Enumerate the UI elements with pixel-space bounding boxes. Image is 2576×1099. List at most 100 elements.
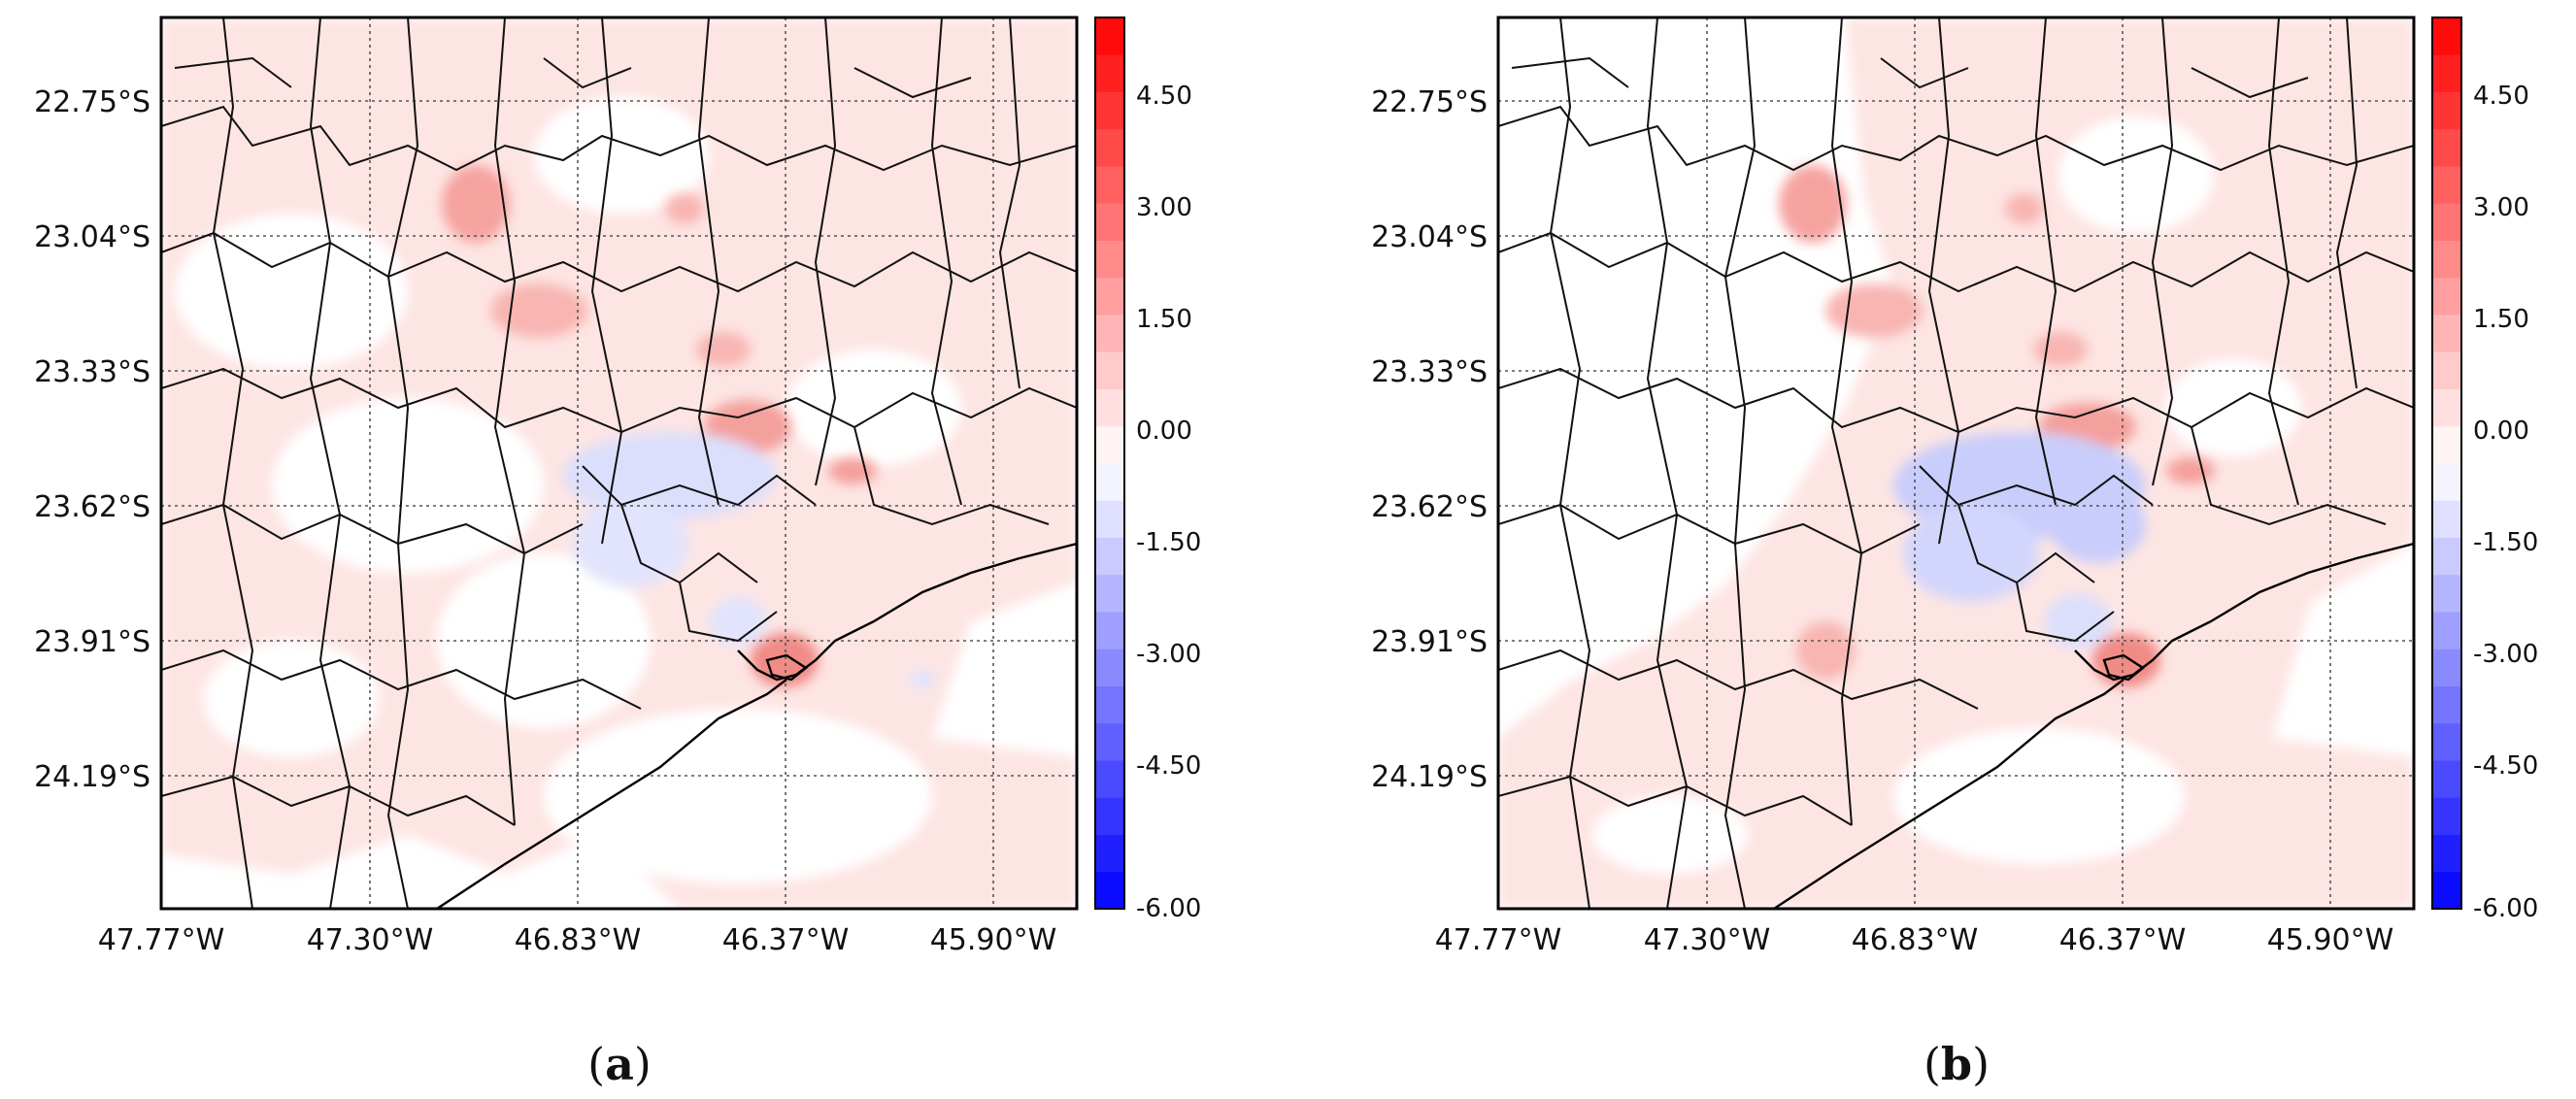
y-axis-ticks: 22.75°S 23.04°S 23.33°S 23.62°S 23.91°S …	[1371, 85, 1488, 794]
colorbar-tick-labels: 4.50 3.00 1.50 0.00 -1.50 -3.00 -4.50 -6…	[1136, 82, 1201, 923]
colorbar-tick-labels: 4.50 3.00 1.50 0.00 -1.50 -3.00 -4.50 -6…	[2473, 82, 2538, 923]
colorbar-b: 4.50 3.00 1.50 0.00 -1.50 -3.00 -4.50 -6…	[2431, 17, 2538, 923]
x-tick-label: 47.77°W	[1435, 923, 1562, 957]
colorbar-band	[2432, 388, 2461, 427]
colorbar-tick-label: -1.50	[2473, 528, 2538, 557]
colorbar-band	[2432, 574, 2461, 613]
colorbar-band	[2432, 760, 2461, 798]
y-tick-label: 23.62°S	[1371, 490, 1488, 524]
colorbar-tick-label: 3.00	[2473, 193, 2529, 222]
x-tick-label: 47.30°W	[1644, 923, 1771, 957]
colorbar-band	[2432, 17, 2461, 55]
y-tick-label: 23.91°S	[1371, 625, 1488, 659]
colorbar-band	[2432, 537, 2461, 576]
colorbar-band	[1095, 871, 1124, 910]
colorbar-band	[2432, 203, 2461, 241]
colorbar-band	[2432, 834, 2461, 873]
colorbar-tick-label: 0.00	[2473, 416, 2529, 446]
colorbar-band	[1095, 277, 1124, 316]
panel-label-a: (a)	[587, 1038, 652, 1090]
colorbar-band	[2432, 649, 2461, 686]
colorbar-band	[2432, 797, 2461, 835]
colorbar-tick-label: 4.50	[1136, 82, 1192, 111]
colorbar-band	[2432, 277, 2461, 316]
colorbar-band	[1095, 425, 1124, 464]
colorbar-band	[1095, 649, 1124, 686]
y-tick-label: 23.33°S	[1371, 355, 1488, 389]
colorbar-tick-label: -3.00	[1136, 640, 1201, 669]
colorbar-band	[1095, 240, 1124, 279]
coastline	[1773, 542, 2414, 909]
colorbar-band	[1095, 722, 1124, 761]
graticule	[1498, 17, 2414, 909]
colorbar-band	[2432, 351, 2461, 389]
colorbar-band	[2432, 612, 2461, 649]
colorbar-band	[2432, 425, 2461, 464]
colorbar-band	[2432, 128, 2461, 167]
municipal-boundaries	[161, 17, 1077, 909]
x-tick-label: 46.37°W	[2059, 923, 2187, 957]
colorbar-band	[1095, 166, 1124, 204]
x-axis-ticks: 47.77°W 47.30°W 46.83°W 46.37°W 45.90°W	[98, 923, 1057, 957]
x-tick-label: 46.83°W	[515, 923, 642, 957]
colorbar-tick-label: 0.00	[1136, 416, 1192, 446]
colorbar-band	[1095, 574, 1124, 613]
colorbar-band	[1095, 203, 1124, 241]
colorbar-band	[1095, 500, 1124, 538]
colorbar-band	[2432, 166, 2461, 204]
colorbar-band	[2432, 722, 2461, 761]
colorbar-band	[1095, 17, 1124, 55]
y-tick-label: 22.75°S	[1371, 85, 1488, 119]
colorbar-band	[1095, 463, 1124, 501]
y-tick-label: 23.62°S	[34, 490, 151, 524]
colorbar-band	[1095, 388, 1124, 427]
colorbar-tick-label: 4.50	[2473, 82, 2529, 111]
x-tick-label: 45.90°W	[930, 923, 1057, 957]
panel-label-b: (b)	[1924, 1038, 1990, 1090]
colorbar-band	[1095, 834, 1124, 873]
colorbar-tick-label: -4.50	[1136, 751, 1201, 781]
colorbar-band	[1095, 128, 1124, 167]
x-tick-label: 46.37°W	[722, 923, 850, 957]
coastline	[436, 542, 1077, 909]
y-tick-label: 23.04°S	[34, 220, 151, 254]
colorbar-tick-label: -1.50	[1136, 528, 1201, 557]
colorbar-band	[2432, 463, 2461, 501]
x-tick-label: 45.90°W	[2267, 923, 2394, 957]
colorbar-band	[1095, 612, 1124, 649]
y-axis-ticks: 22.75°S 23.04°S 23.33°S 23.62°S 23.91°S …	[34, 85, 151, 794]
colorbar-band	[1095, 797, 1124, 835]
colorbar-band	[1095, 760, 1124, 798]
map-panel-a: 22.75°S 23.04°S 23.33°S 23.62°S 23.91°S …	[34, 16, 1079, 957]
colorbar-band	[2432, 871, 2461, 910]
colorbar-band	[1095, 91, 1124, 130]
anomaly-field	[161, 17, 1077, 909]
y-tick-label: 22.75°S	[34, 85, 151, 119]
x-tick-label: 47.30°W	[307, 923, 434, 957]
colorbar-band	[2432, 54, 2461, 92]
y-tick-label: 24.19°S	[1371, 760, 1488, 794]
municipal-boundaries	[1498, 17, 2414, 909]
colorbar-band	[2432, 91, 2461, 130]
colorbar-tick-label: -3.00	[2473, 640, 2538, 669]
colorbar-tick-label: 1.50	[1136, 305, 1192, 334]
colorbar-band	[1095, 351, 1124, 389]
colorbar-a: 4.50 3.00 1.50 0.00 -1.50 -3.00 -4.50 -6…	[1094, 17, 1201, 923]
map-panel-b: 22.75°S 23.04°S 23.33°S 23.62°S 23.91°S …	[1371, 16, 2416, 957]
colorbar-tick-label: 3.00	[1136, 193, 1192, 222]
colorbar-band	[2432, 315, 2461, 352]
colorbar-tick-label: -6.00	[1136, 894, 1201, 923]
colorbar-band	[1095, 685, 1124, 724]
y-tick-label: 23.33°S	[34, 355, 151, 389]
colorbar-tick-label: -4.50	[2473, 751, 2538, 781]
x-axis-ticks: 47.77°W 47.30°W 46.83°W 46.37°W 45.90°W	[1435, 923, 2394, 957]
colorbar-tick-label: 1.50	[2473, 305, 2529, 334]
y-tick-label: 23.91°S	[34, 625, 151, 659]
colorbar-band	[2432, 240, 2461, 279]
colorbar-band	[2432, 685, 2461, 724]
x-tick-label: 47.77°W	[98, 923, 225, 957]
y-tick-label: 23.04°S	[1371, 220, 1488, 254]
anomaly-field	[1498, 17, 2414, 909]
colorbar-tick-label: -6.00	[2473, 894, 2538, 923]
colorbar-band	[2432, 500, 2461, 538]
